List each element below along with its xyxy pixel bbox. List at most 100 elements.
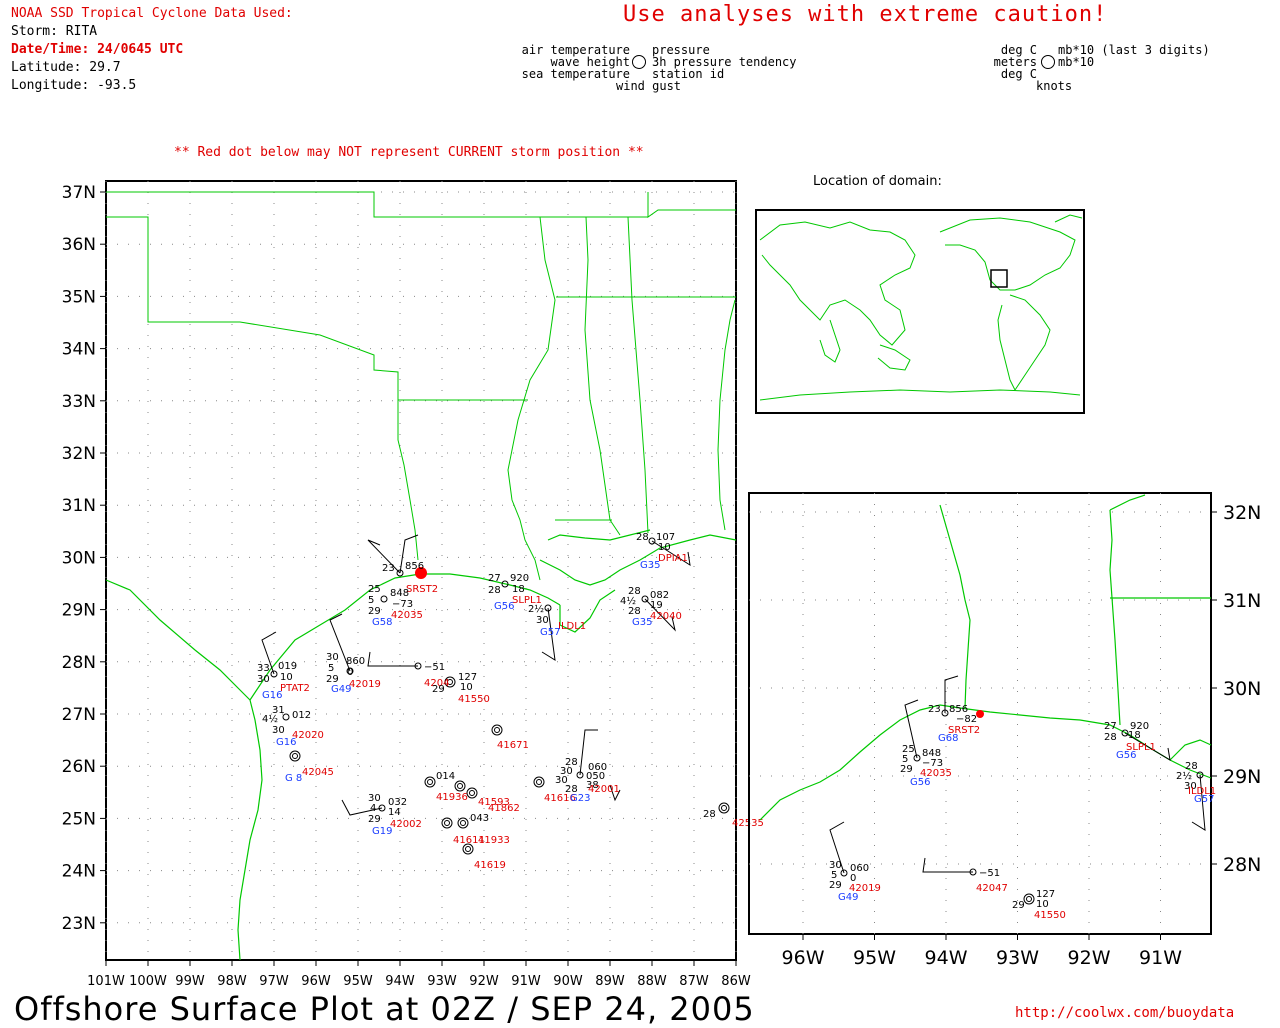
station-circle <box>469 790 475 796</box>
station-value: 10 <box>658 542 671 553</box>
station-id-label: 41550 <box>1034 910 1066 921</box>
station-value: 28 <box>703 809 716 820</box>
station-value: 4½ <box>262 713 278 725</box>
lat-tick-label: 31N <box>1223 590 1261 612</box>
station-value: 5 <box>328 663 334 674</box>
station-id-label: SLPL1 <box>512 595 542 606</box>
station-value: 127 <box>458 672 477 683</box>
station-id-label: 42035 <box>391 610 423 621</box>
station-circle <box>533 776 545 788</box>
station-value: 27 <box>1104 721 1117 732</box>
unit-knots: knots <box>1036 79 1073 93</box>
header-block: NOAA SSD Tropical Cyclone Data Used: Sto… <box>11 5 293 95</box>
footer-url-link[interactable]: http://coolwx.com/buoydata <box>1015 1005 1235 1021</box>
station-value: 30 <box>1184 781 1197 792</box>
station-value: 30 <box>326 652 339 663</box>
main-map-frame <box>105 180 737 961</box>
lon-tick-label: 95W <box>343 974 373 989</box>
lon-tick-label: 100W <box>129 974 167 989</box>
legend-pressure: pressure <box>652 43 710 57</box>
station-circle <box>292 753 298 759</box>
station-id-label: DPIA1 <box>658 553 688 564</box>
station-value: 4½ <box>620 595 636 607</box>
station-value: 127 <box>1036 889 1055 900</box>
station-gid: G49 <box>838 892 858 903</box>
storm-name: Storm: RITA <box>11 24 98 39</box>
station-circle <box>840 869 848 877</box>
station-gid: G23 <box>570 793 590 804</box>
station-value: 29 <box>326 674 339 685</box>
wind-barb <box>944 675 959 713</box>
station-gid: G68 <box>938 733 958 744</box>
inset-lat-labels: 32N 31N 30N 29N 28N <box>1223 502 1261 876</box>
lon-tick-label: 99W <box>175 974 205 989</box>
station-circle <box>441 817 453 829</box>
station-value: 032 <box>388 797 407 808</box>
main-lon-labels: 101W 100W 99W 98W 97W 96W 95W 94W 93W 92W 91W 90W 89… <box>87 974 751 989</box>
lon-tick-label: 87W <box>679 974 709 989</box>
station-gid: G57 <box>540 627 560 638</box>
station-circle <box>641 595 649 603</box>
station-circle <box>380 595 388 603</box>
station-id-label: 4204 <box>424 678 449 689</box>
lat-tick-label: 29N <box>62 601 96 621</box>
station-value: 2½ <box>528 603 544 615</box>
lat-tick-label: 23N <box>62 914 96 934</box>
station-value: 29 <box>368 606 381 617</box>
station-gid: G58 <box>372 617 392 628</box>
station-id-label: SRST2 <box>948 725 980 736</box>
lat-tick-label: 30N <box>62 548 96 568</box>
station-circle <box>378 804 386 812</box>
station-value: 30 <box>257 674 270 685</box>
lat-tick-label: 33N <box>62 392 96 412</box>
station-value: 30 <box>368 793 381 804</box>
station-value: 29 <box>900 764 913 775</box>
station-gid: G16 <box>262 690 282 701</box>
station-value: 28 <box>565 757 578 768</box>
lon-tick-label: 94W <box>385 974 415 989</box>
inset-storm-dot <box>976 710 984 718</box>
station-id-label: 41593 <box>478 797 510 808</box>
station-value: 18 <box>1128 730 1141 741</box>
station-circle <box>501 580 509 588</box>
main-grid <box>100 181 737 966</box>
lat-tick-label: 26N <box>62 757 96 777</box>
station-value: 0 <box>347 667 353 678</box>
station-value: 18 <box>512 584 525 595</box>
wind-barb <box>541 607 556 661</box>
station-value: 30 <box>560 766 573 777</box>
station-id-label: PTAT2 <box>280 683 310 694</box>
wind-barb <box>1124 732 1171 761</box>
lat-tick-label: 30N <box>1223 678 1261 700</box>
station-value: 38 <box>586 780 599 791</box>
station-id-label: ILDL1 <box>558 621 586 632</box>
station-id-label: 41550 <box>458 694 490 705</box>
main-rivers <box>717 299 736 531</box>
station-value: 856 <box>405 561 424 572</box>
station-value: 0 <box>850 873 856 884</box>
lon-tick-label: 89W <box>595 974 625 989</box>
station-value: 19 <box>650 600 663 611</box>
station-gid: G 8 <box>285 773 302 784</box>
station-value: 30 <box>536 615 549 626</box>
station-circle <box>444 676 456 688</box>
main-coastline <box>105 529 737 961</box>
wind-barb <box>904 699 919 759</box>
inset-frame <box>748 492 1212 935</box>
lon-tick-label: 92W <box>1068 947 1111 969</box>
legend-station-circle-icon <box>632 55 646 69</box>
unit-deg-c-2: deg C <box>1000 67 1037 81</box>
station-value: −73 <box>922 758 943 769</box>
station-value: 33 <box>257 663 270 674</box>
wind-barb <box>922 857 973 873</box>
storm-position-dot <box>415 567 427 579</box>
data-source-line: NOAA SSD Tropical Cyclone Data Used: <box>11 6 293 21</box>
station-circle <box>466 787 478 799</box>
station-id-label: 42535 <box>732 818 764 829</box>
station-value: 10 <box>280 672 293 683</box>
inset-lon-labels: 96W 95W 94W 93W 92W 91W <box>782 947 1183 969</box>
station-id-label: 42040 <box>650 611 682 622</box>
red-dot-warning: ** Red dot below may NOT represent CURRE… <box>174 145 644 160</box>
station-circle <box>721 805 727 811</box>
station-id-label: SLPL1 <box>1126 742 1156 753</box>
